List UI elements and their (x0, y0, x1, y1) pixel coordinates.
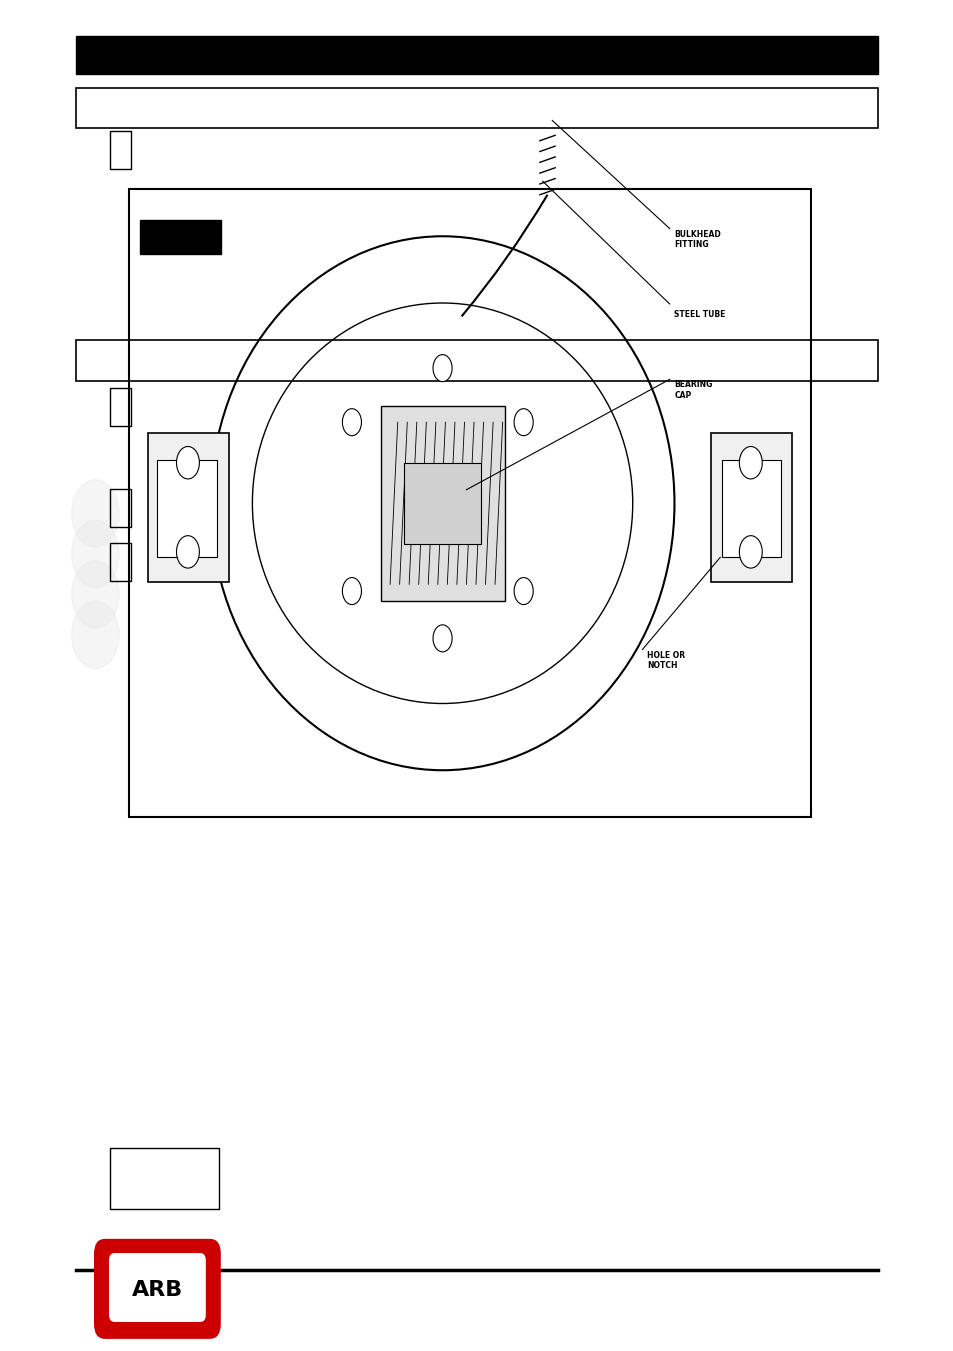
Bar (129, 189, 810, 817)
Circle shape (514, 578, 533, 605)
Circle shape (739, 535, 761, 567)
Circle shape (342, 408, 361, 436)
Circle shape (71, 480, 119, 547)
Bar (110, 131, 131, 169)
Circle shape (71, 561, 119, 628)
Circle shape (514, 408, 533, 436)
Circle shape (176, 535, 199, 567)
FancyBboxPatch shape (95, 1240, 219, 1337)
Text: BEARING
CAP: BEARING CAP (674, 381, 712, 400)
Bar (380, 405, 504, 600)
Text: ARB: ARB (132, 1281, 183, 1300)
Circle shape (71, 601, 119, 669)
FancyBboxPatch shape (110, 1254, 205, 1321)
Bar (76, 88, 877, 128)
Bar (110, 543, 131, 581)
Circle shape (433, 624, 452, 653)
Circle shape (176, 447, 199, 480)
Bar (140, 220, 221, 254)
Text: BULKHEAD
FITTING: BULKHEAD FITTING (674, 230, 720, 249)
Circle shape (342, 578, 361, 605)
Bar (110, 1148, 219, 1209)
Bar (110, 489, 131, 527)
Circle shape (739, 447, 761, 480)
Bar (157, 461, 216, 558)
Bar (76, 36, 877, 74)
Bar (76, 340, 877, 381)
Bar (148, 432, 229, 581)
Bar (721, 461, 781, 558)
Text: LOCKING DIFFERENTIALS: LOCKING DIFFERENTIALS (301, 663, 652, 688)
Text: STEEL TUBE: STEEL TUBE (674, 311, 725, 319)
Circle shape (433, 354, 452, 381)
Bar (710, 432, 791, 581)
Text: HOLE OR
NOTCH: HOLE OR NOTCH (646, 651, 684, 670)
Text: LOCKER: LOCKER (256, 546, 697, 643)
Bar (110, 388, 131, 426)
Bar (404, 462, 480, 543)
Circle shape (71, 520, 119, 588)
